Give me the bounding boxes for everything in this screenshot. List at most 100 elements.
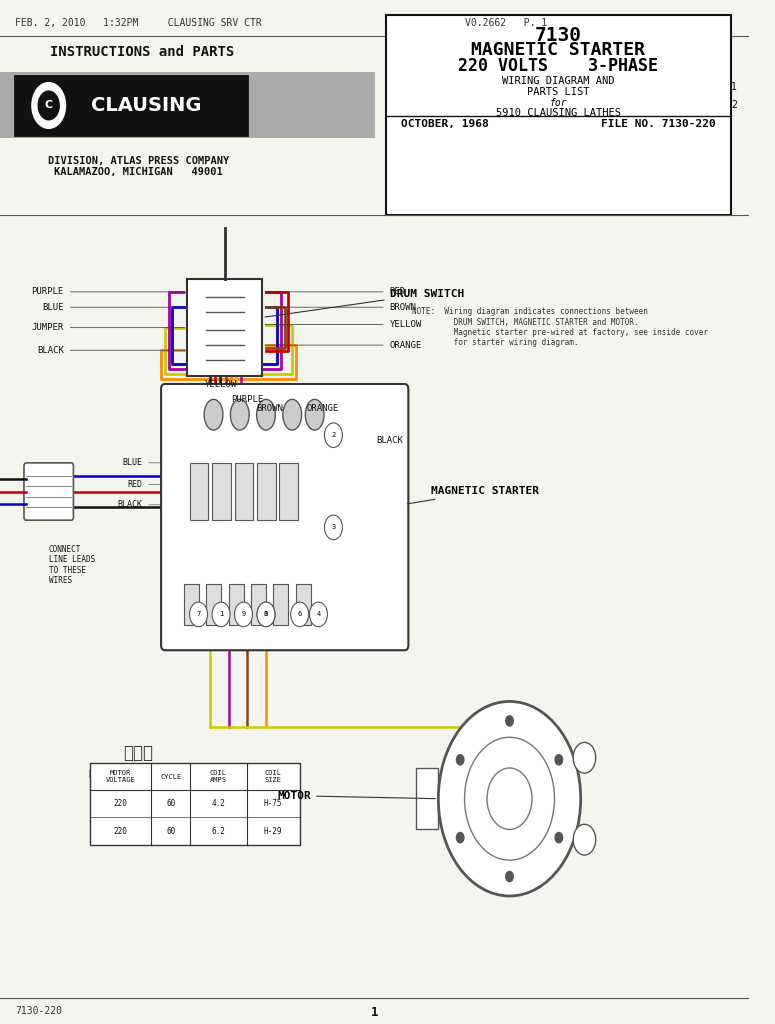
Text: NOTE:  Wiring diagram indicates connections between
         DRUM SWITCH, MAGNET: NOTE: Wiring diagram indicates connectio… [412,307,708,347]
Text: PURPLE: PURPLE [32,288,64,296]
Ellipse shape [204,399,223,430]
Circle shape [38,91,59,120]
Text: COIL
SIZE: COIL SIZE [264,770,281,783]
Text: 4.2: 4.2 [212,800,226,808]
Text: C: C [45,100,53,111]
Text: 220: 220 [114,826,128,836]
Ellipse shape [230,399,249,430]
Text: for: for [549,98,567,109]
Text: 220: 220 [114,800,128,808]
Circle shape [574,742,596,773]
Bar [0,72,374,138]
Ellipse shape [257,399,275,430]
Text: BLACK: BLACK [37,346,64,354]
Text: 7130-220: 7130-220 [15,1006,62,1016]
Text: V0.2662   P. 1: V0.2662 P. 1 [464,17,547,28]
Text: PARTS LIST: PARTS LIST [527,87,590,97]
Text: COIL
AMPS: COIL AMPS [210,770,227,783]
FancyBboxPatch shape [15,76,247,135]
Text: 6: 6 [298,611,301,617]
Text: HEATER COIL CHART: HEATER COIL CHART [88,770,188,780]
Text: 6.2: 6.2 [212,826,226,836]
Text: MOTOR
VOLTAGE: MOTOR VOLTAGE [105,770,136,783]
Text: DRUM SWITCH: DRUM SWITCH [265,289,464,317]
Bar [190,463,208,519]
Text: 220 VOLTS    3-PHASE: 220 VOLTS 3-PHASE [458,57,658,76]
Bar [280,463,298,519]
Text: 60: 60 [166,800,175,808]
Circle shape [506,716,513,726]
Text: INSTRUCTIONS and PARTS: INSTRUCTIONS and PARTS [50,45,235,59]
Circle shape [212,602,230,627]
Circle shape [506,871,513,882]
FancyBboxPatch shape [24,463,74,520]
Bar [251,584,266,625]
Text: 2: 2 [732,99,737,110]
Text: 〜〜〜: 〜〜〜 [124,743,153,762]
Circle shape [456,833,464,843]
Text: CONNECT
LINE LEADS
TO THESE
WIRES: CONNECT LINE LEADS TO THESE WIRES [49,545,95,585]
Text: 3: 3 [331,524,336,530]
Bar [188,279,262,376]
Circle shape [190,602,208,627]
Bar [235,463,253,519]
Text: 4: 4 [316,611,321,617]
FancyBboxPatch shape [161,384,408,650]
Bar [184,584,198,625]
Text: 6: 6 [264,611,268,617]
Text: YELLOW: YELLOW [205,380,237,389]
Text: 9: 9 [241,611,246,617]
Text: BLUE: BLUE [42,303,64,311]
Text: ORANGE: ORANGE [390,341,422,349]
Text: 7: 7 [196,611,201,617]
Text: JUMPER: JUMPER [32,324,64,332]
Bar [229,584,243,625]
Bar [212,463,231,519]
Circle shape [257,602,275,627]
Text: 3: 3 [264,611,268,617]
Circle shape [291,602,308,627]
Text: BROWN: BROWN [257,403,283,413]
Ellipse shape [305,399,324,430]
Text: H-75: H-75 [264,800,282,808]
Text: BROWN: BROWN [390,303,416,311]
Text: BLUE: BLUE [122,459,143,467]
Text: RED: RED [127,480,143,488]
Ellipse shape [283,399,301,430]
Circle shape [325,515,343,540]
Text: 2: 2 [331,432,336,438]
Text: MAGNETIC STARTER: MAGNETIC STARTER [408,486,539,504]
Circle shape [235,602,253,627]
Text: CLAUSING: CLAUSING [91,96,202,115]
Text: 7130: 7130 [535,26,582,45]
Bar [274,584,288,625]
Circle shape [325,423,343,447]
Text: YELLOW: YELLOW [390,321,422,329]
Bar [296,584,311,625]
Circle shape [555,755,563,765]
Circle shape [439,701,580,896]
Text: OCTOBER, 1968: OCTOBER, 1968 [401,119,488,129]
Text: 60: 60 [166,826,175,836]
Text: MOTOR: MOTOR [277,791,436,801]
Text: 5910 CLAUSING LATHES: 5910 CLAUSING LATHES [496,108,621,118]
Circle shape [257,602,275,627]
Text: BLACK: BLACK [117,501,143,509]
Text: DIVISION, ATLAS PRESS COMPANY
KALAMAZOO, MICHIGAN   49001: DIVISION, ATLAS PRESS COMPANY KALAMAZOO,… [48,156,229,177]
Text: MAGNETIC STARTER: MAGNETIC STARTER [471,41,646,59]
Text: FILE NO. 7130-220: FILE NO. 7130-220 [601,119,715,129]
FancyBboxPatch shape [386,15,731,215]
Bar [206,584,221,625]
Bar [257,463,276,519]
Text: 1: 1 [732,82,737,92]
Text: ORANGE: ORANGE [306,403,339,413]
Text: 1: 1 [371,1006,378,1019]
Bar [90,763,300,845]
Circle shape [555,833,563,843]
Bar [416,768,439,829]
Text: RED: RED [390,288,406,296]
Text: BLACK: BLACK [376,436,403,445]
Circle shape [33,83,65,128]
Text: H-29: H-29 [264,826,282,836]
Circle shape [456,755,464,765]
